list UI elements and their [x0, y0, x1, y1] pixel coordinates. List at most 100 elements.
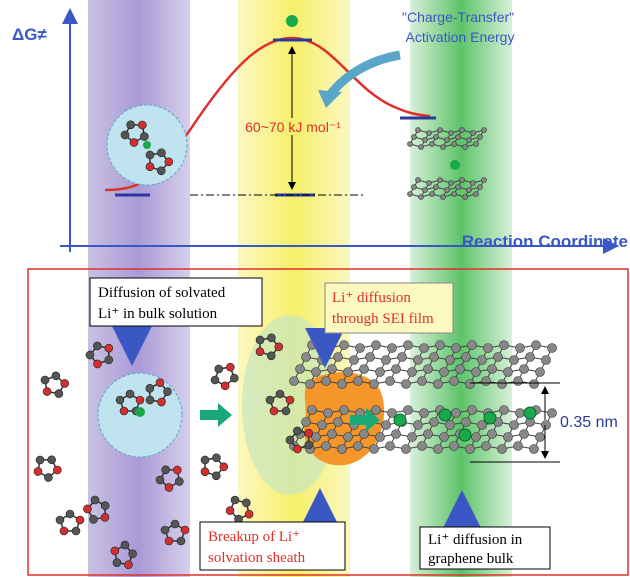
carbon	[375, 432, 385, 442]
carbon	[437, 177, 443, 183]
carbon	[471, 432, 481, 442]
carbon	[509, 355, 519, 365]
atom	[163, 387, 172, 396]
carbon	[339, 405, 349, 415]
carbon	[359, 364, 369, 374]
carbon	[321, 441, 331, 451]
atom	[267, 333, 276, 343]
carbon	[440, 194, 446, 200]
atom	[293, 426, 302, 436]
carbon	[433, 379, 443, 389]
carbon	[418, 144, 424, 150]
carbon	[433, 184, 439, 190]
carbon	[311, 432, 321, 442]
carbon	[519, 429, 529, 439]
carbon	[385, 376, 395, 386]
carbon	[433, 134, 439, 140]
atom	[219, 462, 229, 472]
atom	[304, 440, 314, 450]
carbon	[337, 379, 347, 389]
atom	[145, 395, 155, 405]
carbon	[547, 408, 557, 418]
carbon	[473, 141, 479, 147]
carbon	[343, 367, 353, 377]
atom	[138, 120, 147, 130]
carbon	[455, 364, 465, 374]
molecule	[115, 389, 145, 416]
graphene-icon	[407, 127, 487, 200]
carbon	[289, 376, 299, 386]
atom	[140, 132, 149, 141]
atom	[65, 509, 75, 519]
annotation-line: Activation Energy	[406, 29, 515, 45]
carbon	[477, 355, 487, 365]
carbon	[461, 352, 471, 362]
x-axis-label: Reaction Coordinate	[462, 232, 628, 251]
molecules	[33, 120, 314, 569]
atom	[112, 558, 122, 567]
carbon	[418, 194, 424, 200]
carbon	[422, 137, 428, 143]
carbon	[448, 180, 454, 186]
carbon	[433, 444, 443, 454]
carbon	[497, 379, 507, 389]
carbon	[317, 420, 327, 430]
carbon	[353, 376, 363, 386]
atom	[180, 525, 190, 535]
carbon	[503, 367, 513, 377]
atom	[230, 373, 239, 383]
carbon	[375, 367, 385, 377]
atom	[157, 397, 166, 407]
carbon	[349, 355, 359, 365]
carbon	[444, 187, 450, 193]
annotation-line: "Charge-Transfer"	[402, 9, 514, 25]
carbon	[401, 444, 411, 454]
molecule	[110, 540, 137, 569]
atom	[265, 395, 275, 405]
carbon	[470, 180, 476, 186]
carbon	[426, 180, 432, 186]
carbon	[547, 343, 557, 353]
li-ion	[483, 411, 497, 425]
molecule	[145, 378, 172, 407]
process-panel	[27, 268, 629, 576]
carbon	[445, 420, 455, 430]
carbon	[327, 364, 337, 374]
carbon	[439, 367, 449, 377]
atom	[220, 381, 230, 391]
carbon	[429, 191, 435, 197]
carbon	[529, 379, 539, 389]
carbon	[417, 376, 427, 386]
carbon	[365, 352, 375, 362]
atom	[125, 389, 135, 399]
label-box	[324, 282, 454, 334]
green-arrow	[350, 408, 380, 432]
atom	[54, 389, 64, 398]
carbon	[381, 420, 391, 430]
atom	[44, 473, 53, 482]
molecule	[83, 495, 110, 524]
carbon	[422, 187, 428, 193]
carbon	[541, 355, 551, 365]
atom	[135, 395, 145, 405]
carbon	[462, 144, 468, 150]
atom	[93, 359, 102, 369]
carbon	[513, 376, 523, 386]
carbon	[444, 137, 450, 143]
atom	[176, 536, 186, 546]
atom	[161, 465, 170, 475]
carbon	[477, 420, 487, 430]
carbon	[473, 191, 479, 197]
carbon	[371, 405, 381, 415]
atom	[90, 495, 100, 505]
carbon	[391, 429, 401, 439]
box-text: Li⁺ diffusion through SEI film	[332, 290, 434, 327]
carbon	[481, 177, 487, 183]
carbon	[413, 355, 423, 365]
carbon	[307, 405, 317, 415]
atom	[285, 395, 295, 405]
molecule	[155, 465, 184, 492]
carbon	[467, 340, 477, 350]
atom	[242, 498, 251, 508]
atom	[145, 384, 155, 393]
